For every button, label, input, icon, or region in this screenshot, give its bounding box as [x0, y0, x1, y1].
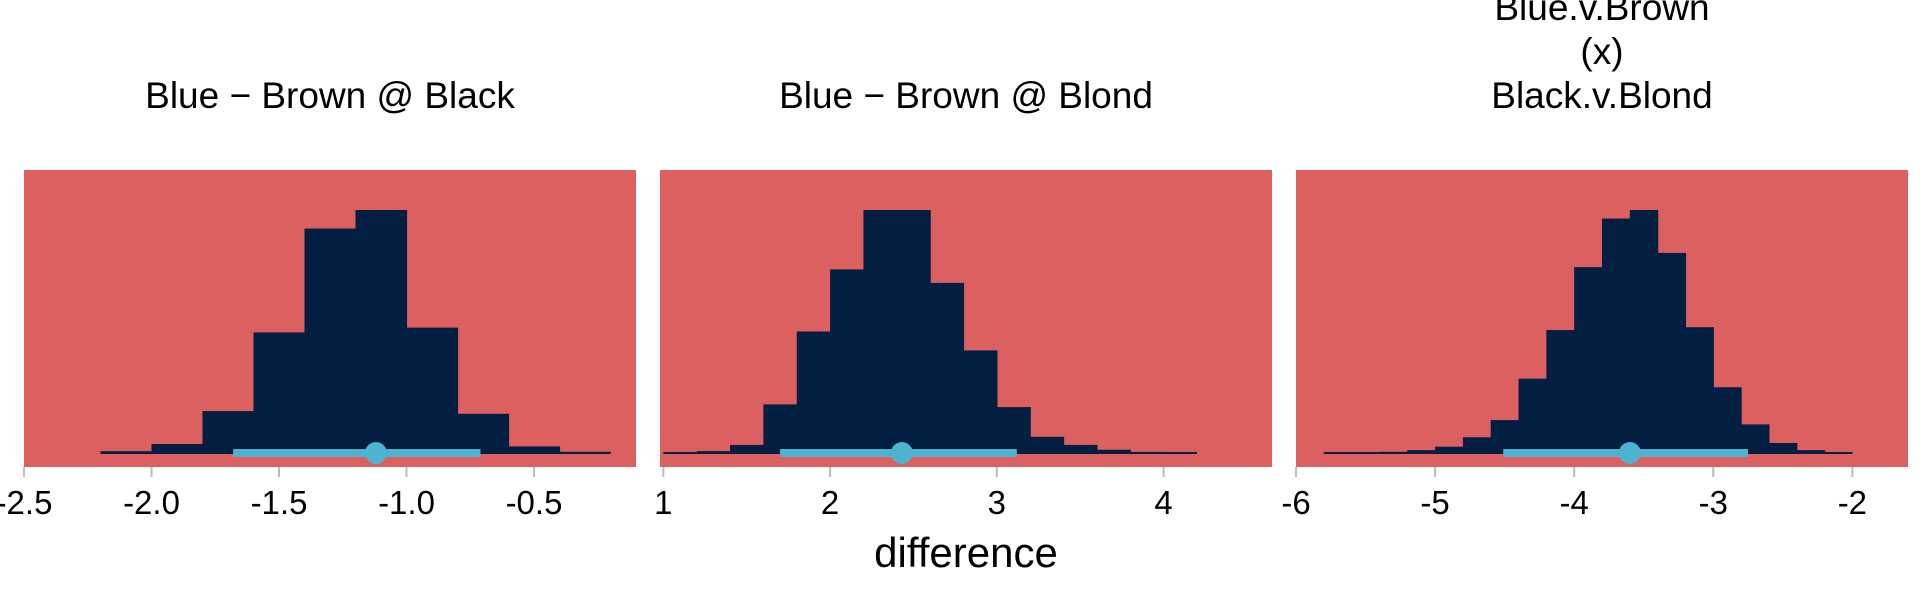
histogram-bar	[830, 269, 865, 453]
facet-panels: Blue − Brown @ Black -2.5 -2.0 -1.5 -1.0 -0.5…	[0, 0, 1908, 521]
histogram-bar	[1685, 327, 1714, 453]
histogram-bar	[1407, 450, 1436, 453]
histogram-bar	[1130, 451, 1165, 453]
panel-title: Blue − Brown @ Blond	[779, 75, 1153, 116]
histogram-bar	[1713, 387, 1742, 453]
histogram-bar	[1435, 446, 1464, 453]
histogram-bar	[1462, 437, 1492, 453]
histogram-bar	[1657, 252, 1687, 453]
x-tick-label: -2	[1838, 484, 1867, 521]
histogram-bar	[663, 452, 698, 453]
histogram-bar	[559, 451, 612, 453]
x-axis-label: difference	[874, 529, 1058, 576]
histogram-bar	[1379, 451, 1408, 453]
histogram-bar	[1824, 452, 1853, 453]
histogram-bar	[1546, 330, 1575, 453]
x-tick-label: 1	[654, 484, 672, 521]
histogram-bar	[1741, 424, 1770, 453]
histogram-bar	[963, 350, 998, 453]
panel-title: Blue − Brown @ Black	[145, 75, 515, 116]
x-tick-label: 3	[988, 484, 1006, 521]
panel-title: Blue.v.Brown	[1494, 0, 1709, 28]
histogram-bar	[202, 411, 255, 453]
histogram-bar	[1063, 444, 1098, 453]
histogram-bar	[730, 444, 764, 453]
histogram-bar	[996, 407, 1031, 453]
histogram-bar	[1518, 378, 1547, 453]
x-tick-label: -5	[1420, 484, 1449, 521]
histogram-bar	[896, 210, 931, 453]
histogram-bar	[1351, 452, 1381, 453]
x-tick-label: -1.5	[251, 484, 308, 521]
histogram-bar	[100, 451, 153, 453]
point-estimate	[364, 442, 387, 464]
histogram-bar	[1796, 450, 1826, 453]
panel-title: Black.v.Blond	[1491, 75, 1712, 116]
x-tick-label: 2	[821, 484, 839, 521]
histogram-bar	[457, 413, 510, 453]
histogram-bar	[863, 210, 898, 453]
histogram-bar	[930, 282, 965, 453]
histogram-bar	[1030, 436, 1065, 453]
x-tick-label: -4	[1560, 484, 1589, 521]
histogram-bar	[1629, 210, 1659, 453]
histogram-bar	[796, 331, 831, 453]
x-tick-label: -2.0	[123, 484, 180, 521]
histogram-bar	[696, 451, 731, 453]
facet-panel-1: Blue − Brown @ Black -2.5 -2.0 -1.5 -1.0 -0.5	[0, 75, 636, 521]
x-tick-label: 4	[1154, 484, 1172, 521]
point-estimate	[1618, 442, 1641, 464]
histogram-bar	[1574, 267, 1603, 453]
x-tick-label: -1.0	[378, 484, 435, 521]
histogram-bar	[151, 444, 204, 453]
x-tick-label: -2.5	[0, 484, 52, 521]
histogram-bar	[253, 332, 306, 453]
histogram-bar	[1768, 442, 1798, 453]
histogram-bar	[1602, 218, 1631, 453]
x-tick-label: -0.5	[506, 484, 563, 521]
histogram-bar	[1096, 449, 1131, 453]
histogram-bar	[406, 327, 459, 453]
histogram-bar	[355, 210, 408, 453]
histogram-bar	[508, 446, 561, 453]
point-estimate	[890, 442, 913, 464]
facet-panel-2: Blue − Brown @ Blond 1 2 3 4	[654, 75, 1272, 521]
histogram-bar	[304, 228, 357, 453]
facet-panel-3: Blue.v.Brown (x)Black.v.Blond -6 -5 -4 -3 -2	[1281, 0, 1908, 521]
x-tick-label: -6	[1281, 484, 1310, 521]
histogram-bar	[763, 404, 798, 453]
histogram-bar	[1490, 420, 1520, 453]
panel-title: (x)	[1580, 31, 1623, 72]
x-tick-label: -3	[1699, 484, 1728, 521]
